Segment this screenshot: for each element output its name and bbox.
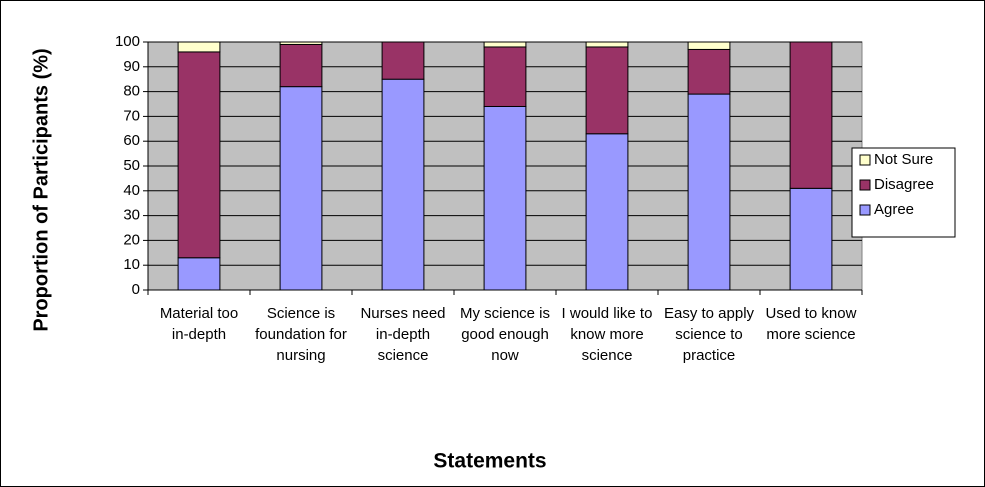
x-tick-label: Nurses need in-depth science <box>360 305 446 364</box>
y-tick-label: 20 <box>123 231 140 248</box>
bar-segment <box>687 48 731 95</box>
bar-segment <box>381 78 425 291</box>
bar-segment <box>585 41 629 48</box>
bar-segment <box>687 41 731 50</box>
y-axis-title: Proportion of Participants (%) <box>30 48 52 331</box>
bar-segment <box>483 46 527 107</box>
bar-segment <box>585 46 629 135</box>
y-tick-label: 90 <box>123 58 140 75</box>
y-tick-label: 70 <box>123 107 140 124</box>
y-tick-label: 60 <box>123 132 140 149</box>
bar-segment <box>483 41 527 48</box>
bar-segment <box>585 133 629 291</box>
bar-segment <box>177 41 221 53</box>
legend-label: Disagree <box>874 176 934 193</box>
bar-segment <box>279 86 323 291</box>
bar-segment <box>279 41 323 45</box>
bar-segment <box>687 93 731 291</box>
legend-swatch <box>859 179 871 191</box>
bar-segment <box>177 257 221 291</box>
x-axis-title: Statements <box>433 450 546 473</box>
bar-segment <box>789 41 833 189</box>
x-tick-label: My science is good enough now <box>459 305 551 364</box>
y-tick-label: 10 <box>123 256 140 273</box>
x-tick-label: I would like to know more science <box>561 305 653 364</box>
y-tick-label: 100 <box>115 33 140 50</box>
y-tick-label: 40 <box>123 182 140 199</box>
legend-label: Agree <box>874 201 914 218</box>
bar-segment <box>177 51 221 259</box>
x-tick-label: Material too in-depth <box>159 305 239 343</box>
legend-swatch <box>859 154 871 166</box>
y-tick-label: 30 <box>123 207 140 224</box>
bar-segment <box>279 43 323 88</box>
x-tick-label: Used to know more science <box>765 305 857 343</box>
legend-swatch <box>859 204 871 216</box>
y-tick-label: 0 <box>132 281 140 298</box>
x-tick-label: Easy to apply science to practice <box>663 305 755 364</box>
y-tick-label: 80 <box>123 83 140 100</box>
y-tick-label: 50 <box>123 157 140 174</box>
x-tick-label: Science is foundation for nursing <box>255 305 347 364</box>
bar-segment <box>381 41 425 80</box>
legend-label: Not Sure <box>874 151 933 168</box>
bar-segment <box>483 105 527 291</box>
bar-segment <box>789 187 833 291</box>
